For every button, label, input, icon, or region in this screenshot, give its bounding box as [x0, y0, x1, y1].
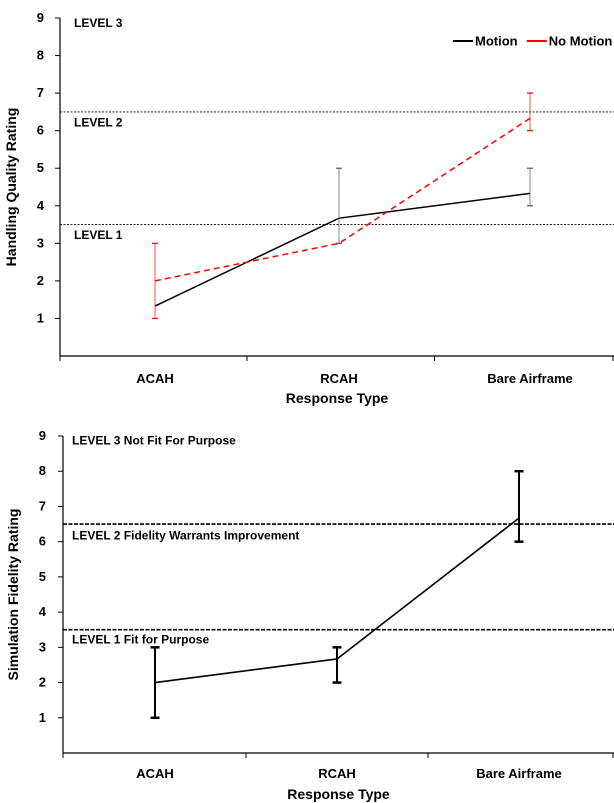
- y-tick-label: 7: [39, 498, 46, 513]
- x-tick-label: ACAH: [136, 766, 174, 781]
- x-tick-label: RCAH: [318, 766, 356, 781]
- y-tick-label: 2: [39, 675, 46, 690]
- level-label: LEVEL 2: [74, 115, 123, 129]
- handling-quality-chart: 1 2 3 4 5 6 7 8 9 ACAH RCAH Bare Airframe Response T…: [3, 10, 614, 406]
- level-label: LEVEL 3 Not Fit For Purpose: [72, 434, 236, 448]
- y-tick-label: 5: [39, 569, 46, 584]
- y-tick-label: 6: [37, 123, 44, 138]
- y-tick-label: 1: [39, 710, 46, 725]
- x-axis-title: Response Type: [287, 786, 390, 802]
- legend-label: No Motion: [549, 34, 613, 49]
- y-tick-label: 7: [37, 85, 44, 100]
- x-tick-label: Bare Airframe: [487, 371, 573, 386]
- y-tick-label: 3: [37, 235, 44, 250]
- y-tick-label: 4: [39, 604, 47, 619]
- y-tick-label: 6: [39, 534, 46, 549]
- simulation-fidelity-chart: 1 2 3 4 5 6 7 8 9 ACAH RCAH Bare Airframe Response T…: [5, 428, 614, 802]
- y-tick-label: 5: [37, 160, 44, 175]
- y-tick-label: 2: [37, 273, 44, 288]
- y-tick-label: 8: [39, 463, 46, 478]
- x-axis-title: Response Type: [286, 390, 389, 406]
- level-label: LEVEL 2 Fidelity Warrants Improvement: [72, 529, 299, 543]
- x-tick-label: Bare Airframe: [476, 766, 562, 781]
- y-tick-label: 9: [37, 10, 44, 25]
- y-tick-label: 4: [37, 198, 45, 213]
- legend-label: Motion: [475, 34, 518, 49]
- y-tick-label: 3: [39, 639, 46, 654]
- y-axis-title: Handling Quality Rating: [3, 108, 19, 267]
- y-tick-label: 8: [37, 48, 44, 63]
- y-tick-label: 9: [39, 428, 46, 443]
- level-label: LEVEL 1 Fit for Purpose: [72, 633, 209, 647]
- x-tick-label: ACAH: [136, 371, 174, 386]
- legend: Motion No Motion: [453, 34, 612, 49]
- series-line: [154, 117, 531, 282]
- y-axis-title: Simulation Fidelity Rating: [5, 509, 21, 681]
- level-label: LEVEL 3: [74, 16, 123, 30]
- series-line: [154, 192, 531, 307]
- x-tick-label: RCAH: [320, 371, 358, 386]
- y-tick-label: 1: [37, 310, 44, 325]
- level-label: LEVEL 1: [74, 228, 123, 242]
